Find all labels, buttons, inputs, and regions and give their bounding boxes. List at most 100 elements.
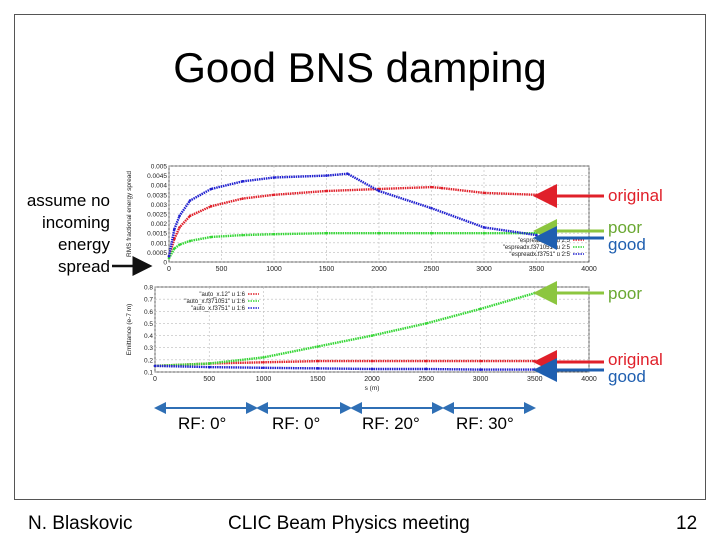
y-tick-label: 0	[163, 260, 167, 267]
y-tick-label: 0.002	[151, 221, 168, 228]
plot-area	[154, 286, 590, 373]
y-tick-label: 0.3	[144, 345, 153, 352]
y-tick-label: 0.0005	[147, 250, 167, 257]
data-point	[325, 231, 328, 235]
data-point	[377, 231, 381, 235]
data-point	[178, 243, 181, 247]
data-point	[272, 232, 276, 236]
side-note-line: incoming	[41, 213, 110, 232]
data-point	[178, 226, 181, 229]
data-point	[188, 199, 192, 202]
label-top-good: good	[608, 235, 646, 254]
data-point	[241, 233, 244, 237]
legend-label: "espreadx.f3751" u 2:5	[509, 252, 570, 258]
data-point	[479, 368, 482, 371]
legend-label: "auto_x.f3751" u 1:6	[191, 306, 246, 312]
x-axis-label: s (m)	[365, 385, 380, 392]
data-point	[424, 359, 428, 363]
y-tick-label: 0.1	[144, 370, 153, 377]
series-line	[154, 364, 535, 371]
side-note-line: spread	[58, 257, 110, 276]
side-note-line: assume no	[26, 191, 110, 210]
x-tick-label: 3000	[476, 266, 492, 273]
legend-label: "auto_x.12" u 1:6	[199, 292, 245, 298]
data-point	[424, 322, 428, 325]
x-tick-label: 0	[153, 376, 157, 383]
data-point	[167, 254, 171, 258]
y-axis-label: Emittance (e-7 m)	[126, 304, 133, 356]
x-tick-label: 2000	[371, 266, 387, 273]
data-point	[272, 193, 276, 197]
x-tick-label: 3500	[529, 266, 545, 273]
x-tick-label: 1500	[319, 266, 335, 273]
x-tick-label: 2500	[424, 266, 440, 273]
slide-frame	[14, 14, 706, 500]
x-tick-label: 3000	[473, 376, 489, 383]
slide-title: Good BNS damping	[173, 44, 547, 91]
y-tick-label: 0.0035	[147, 192, 167, 199]
footer-meeting: CLIC Beam Physics meeting	[228, 513, 470, 534]
data-point	[479, 307, 482, 311]
data-point	[153, 364, 157, 368]
data-point	[178, 214, 181, 218]
data-point	[209, 235, 213, 239]
y-tick-label: 0.5	[144, 321, 153, 328]
y-tick-label: 0.8	[144, 285, 153, 292]
data-point	[325, 189, 328, 193]
data-point	[188, 214, 192, 218]
data-point	[430, 185, 433, 189]
data-point	[207, 365, 211, 369]
rf-label: RF: 0°	[272, 414, 321, 433]
energy-spread-chart: 0 500 1000 1500 2000 2500 3000 3500 4000 0 0.0005 0…	[126, 164, 597, 274]
data-point	[325, 174, 328, 177]
data-point	[172, 228, 176, 231]
data-point	[370, 334, 374, 337]
y-tick-label: 0.004	[151, 183, 168, 190]
rf-label: RF: 0°	[178, 414, 227, 433]
data-point	[209, 205, 213, 208]
y-tick-label: 0.2	[144, 357, 153, 364]
label-top-poor: poor	[608, 218, 643, 237]
data-point	[316, 367, 320, 370]
data-point	[316, 345, 320, 348]
data-point	[241, 197, 244, 200]
data-point	[533, 368, 537, 371]
x-tick-label: 500	[203, 376, 215, 383]
y-tick-label: 0.4	[144, 333, 153, 340]
data-point	[533, 359, 537, 363]
y-tick-label: 0.6	[144, 309, 153, 316]
label-top-original: original	[608, 186, 663, 205]
x-tick-label: 2500	[418, 376, 434, 383]
legend-label: "espreadx.12" u 2:5	[518, 238, 571, 244]
label-bottom-good: good	[608, 367, 646, 386]
data-point	[430, 231, 433, 235]
data-point	[188, 239, 192, 243]
data-point	[272, 176, 276, 179]
x-tick-label: 0	[167, 266, 171, 273]
emittance-chart: 0 500 1000 1500 2000 2500 3000 3500 4000 0.1 0.2 0.…	[126, 285, 597, 393]
data-point	[172, 247, 176, 250]
legend-label: "espreadx.f371051" u 2:5	[503, 245, 571, 251]
data-point	[482, 226, 486, 229]
label-bottom-original: original	[608, 350, 663, 369]
data-point	[424, 367, 428, 371]
footer-page-number: 12	[676, 513, 698, 534]
data-point	[207, 362, 211, 365]
rf-label: RF: 30°	[456, 414, 514, 433]
data-point	[430, 206, 433, 210]
data-point	[440, 186, 444, 190]
data-point	[346, 172, 349, 175]
x-tick-label: 1000	[266, 266, 282, 273]
y-tick-label: 0.0015	[147, 231, 167, 238]
y-tick-label: 0.001	[151, 240, 168, 247]
y-axis-label: RMS fractional energy spread	[126, 171, 133, 257]
data-point	[377, 187, 381, 191]
y-tick-label: 0.003	[151, 202, 168, 209]
data-point	[262, 366, 265, 370]
rf-label: RF: 20°	[362, 414, 420, 433]
data-point	[479, 359, 482, 363]
x-tick-label: 1500	[310, 376, 326, 383]
x-tick-label: 500	[216, 266, 228, 273]
data-point	[370, 367, 374, 371]
footer-author: N. Blaskovic	[28, 513, 133, 534]
